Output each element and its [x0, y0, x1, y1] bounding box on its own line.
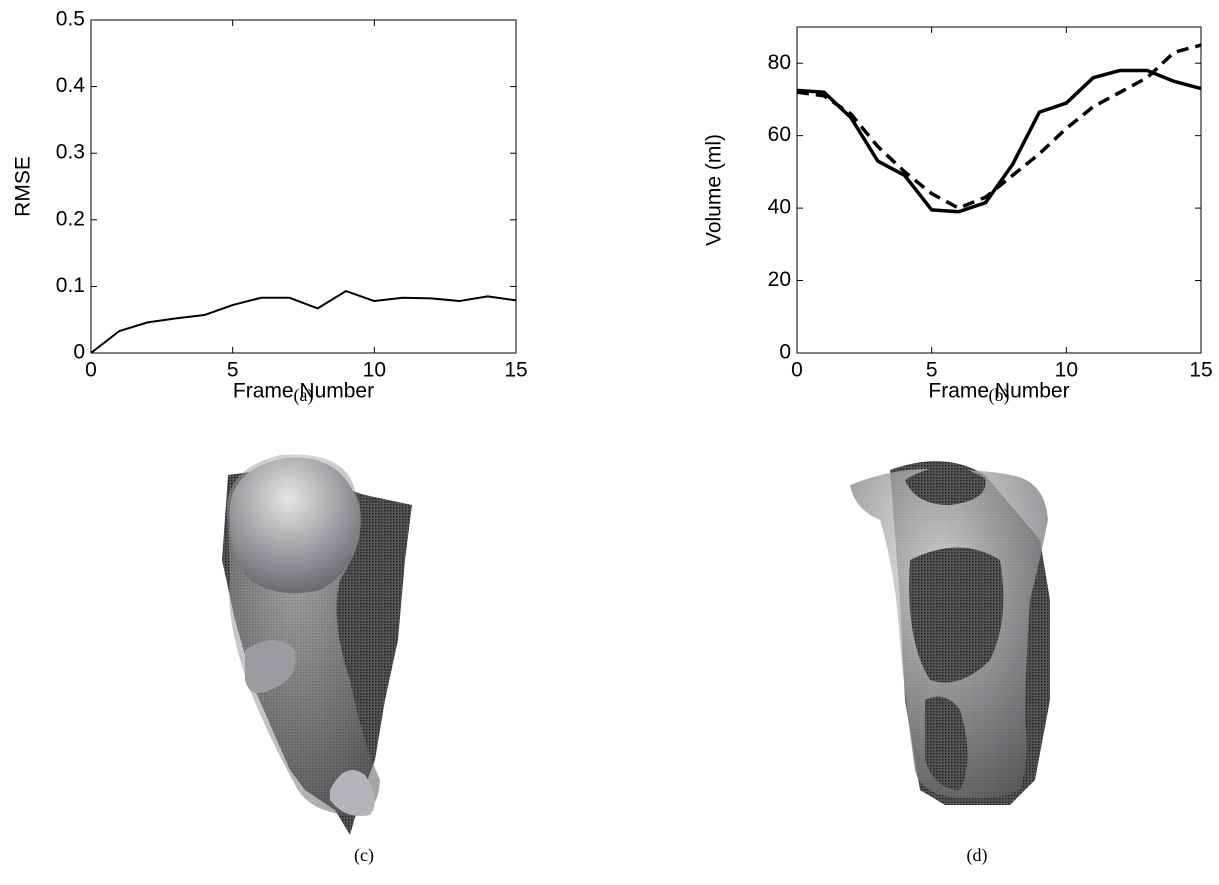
y-tick-label: 0.3: [56, 141, 85, 164]
caption: (d): [967, 845, 988, 866]
y-tick-label: 80: [768, 51, 791, 74]
y-axis-label: RMSE: [12, 156, 35, 217]
data-line: [797, 70, 1201, 211]
y-axis-label: Volume (ml): [703, 134, 726, 246]
x-tick-label: 15: [504, 359, 527, 382]
render-c: [222, 454, 412, 835]
x-tick-label: 5: [926, 359, 938, 382]
y-tick-label: 0.1: [56, 274, 85, 297]
x-tick-label: 5: [227, 359, 239, 382]
x-tick-label: 10: [1055, 359, 1078, 382]
caption: (b): [989, 385, 1010, 406]
y-tick-label: 0.5: [56, 8, 85, 31]
figure: 00.10.20.30.40.5051015Frame NumberRMSE(a…: [0, 0, 1219, 880]
y-tick-label: 0: [73, 341, 85, 364]
y-tick-label: 60: [768, 123, 791, 146]
caption: (c): [354, 845, 374, 866]
x-tick-label: 10: [363, 359, 386, 382]
page: {"chart_data": [ {"type": "line", "capti…: [0, 0, 1219, 885]
x-tick-label: 0: [791, 359, 803, 382]
y-tick-label: 0.2: [56, 207, 85, 230]
y-tick-label: 20: [768, 268, 791, 291]
x-tick-label: 0: [85, 359, 97, 382]
y-tick-label: 40: [768, 196, 791, 219]
render-d: [850, 461, 1050, 805]
axes-box: [797, 27, 1201, 353]
data-line: [91, 291, 516, 353]
caption: (a): [294, 385, 314, 406]
y-tick-label: 0: [779, 341, 791, 364]
x-tick-label: 15: [1189, 359, 1212, 382]
y-tick-label: 0.4: [56, 74, 86, 97]
